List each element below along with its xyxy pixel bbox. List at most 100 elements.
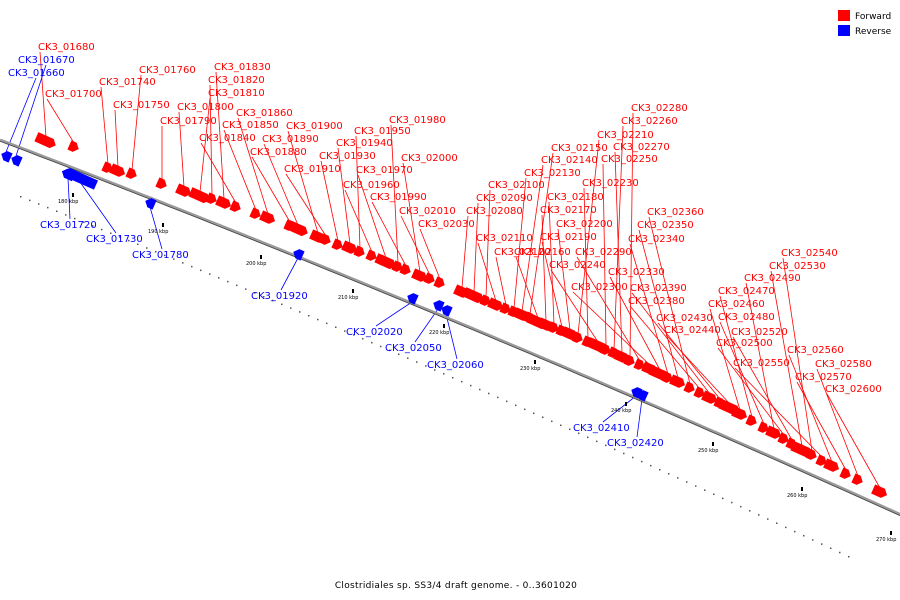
forward-gene-label: CK3_02150: [551, 143, 608, 154]
forward-gene-label: CK3_02260: [621, 116, 678, 127]
scale-tick-minor: [533, 412, 535, 415]
scale-tick-label: 210 kbp: [338, 295, 358, 301]
reverse-gene: [63, 168, 99, 190]
forward-gene-label: CK3_02390: [630, 283, 687, 294]
reverse-gene: [433, 300, 445, 312]
forward-gene: [683, 381, 695, 393]
forward-gene-label: CK3_02300: [571, 282, 628, 293]
forward-leader-line: [485, 189, 491, 298]
forward-gene-label: CK3_01850: [222, 120, 279, 131]
forward-gene: [365, 249, 377, 261]
reverse-leader-line: [79, 181, 117, 234]
forward-gene-label: CK3_01830: [214, 62, 271, 73]
forward-leader-line: [337, 147, 351, 245]
forward-gene-label: CK3_02520: [731, 327, 788, 338]
forward-gene: [353, 245, 365, 257]
scale-tick-major: [534, 360, 536, 364]
scale-tick-minor: [398, 353, 400, 356]
forward-gene-label: CK3_01790: [160, 116, 217, 127]
forward-leader-line: [209, 84, 213, 196]
scale-tick-minor: [200, 269, 202, 272]
forward-leader-line: [46, 98, 75, 144]
forward-gene: [391, 260, 403, 272]
scale-tick-minor: [155, 250, 157, 253]
forward-gene: [757, 421, 769, 433]
forward-gene-label: CK3_01950: [354, 126, 411, 137]
forward-leader-line: [477, 242, 497, 302]
scale-tick-minor: [299, 311, 301, 313]
forward-gene: [623, 354, 635, 366]
scale-tick-minor: [425, 365, 427, 367]
forward-gene: [487, 297, 504, 311]
scale-tick-minor: [119, 236, 121, 238]
scale-tick-minor: [92, 225, 94, 227]
scale-ticks: 180 kbp 190 kbp 200 kbp 210 kbp 220 kbp 230 k…: [20, 193, 896, 558]
forward-gene: [411, 268, 428, 282]
scale-tick-minor: [218, 277, 220, 279]
forward-gene-label: CK3_02010: [399, 206, 456, 217]
forward-leader-line: [577, 139, 600, 335]
scale-tick-minor: [164, 254, 166, 257]
scale-tick-major: [162, 223, 164, 227]
forward-gene: [765, 425, 782, 439]
forward-leader-line: [572, 291, 651, 366]
reverse-leader-line: [5, 77, 37, 153]
forward-gene-label: CK3_02490: [744, 273, 801, 284]
forward-gene-label: CK3_02540: [781, 248, 838, 259]
scale-tick-label: 220 kbp: [429, 330, 449, 336]
scale-tick-minor: [506, 400, 508, 403]
forward-gene: [205, 192, 217, 204]
forward-leader-line: [178, 111, 185, 188]
forward-leader-line: [550, 269, 599, 343]
forward-leader-line: [263, 143, 299, 226]
forward-gene-label: CK3_02170: [540, 205, 597, 216]
scale-tick-minor: [38, 203, 40, 205]
reverse-leader-line: [445, 313, 458, 360]
forward-gene-label: CK3_01930: [319, 151, 376, 162]
forward-gene-label: CK3_02460: [708, 299, 765, 310]
reverse-gene: [293, 249, 305, 261]
forward-gene: [423, 272, 435, 284]
forward-gene: [839, 467, 851, 479]
scale-tick-minor: [83, 221, 85, 223]
scale-tick-label: 180 kbp: [58, 199, 78, 205]
forward-gene-label: CK3_01970: [356, 165, 413, 176]
forward-gene: [661, 371, 673, 383]
scale-tick-minor: [128, 239, 130, 242]
scale-tick-minor: [137, 243, 139, 246]
forward-leader-line: [629, 243, 669, 375]
scale-tick-minor: [281, 303, 283, 306]
scale-tick-minor: [146, 247, 148, 249]
forward-leader-line: [557, 228, 571, 331]
forward-leader-line: [719, 295, 753, 418]
scale-tick-major: [712, 442, 714, 446]
forward-leader-line: [541, 241, 563, 328]
forward-gene: [319, 233, 331, 245]
forward-gene-label: CK3_01800: [177, 102, 234, 113]
scale-tick-minor: [542, 416, 544, 419]
forward-gene-label: CK3_02230: [582, 178, 639, 189]
scale-tick-minor: [767, 518, 769, 520]
forward-gene: [399, 263, 411, 275]
scale-tick-minor: [65, 214, 67, 216]
forward-leader-line: [770, 270, 803, 447]
scale-tick-minor: [560, 424, 562, 427]
forward-gene-label: CK3_02000: [401, 153, 458, 164]
scale-tick-label: 190 kbp: [148, 229, 168, 235]
scale-tick-minor: [479, 388, 481, 391]
legend-reverse-swatch: [838, 25, 850, 36]
scale-tick-minor: [443, 373, 445, 375]
forward-gene-label: CK3_02430: [656, 313, 713, 324]
reverse-gene-label: CK3_01670: [18, 55, 75, 66]
forward-gene-label: CK3_02330: [608, 267, 665, 278]
scale-tick-minor: [317, 318, 319, 321]
scale-tick-minor: [236, 284, 238, 287]
reverse-leader-line: [414, 308, 439, 343]
forward-gene: [286, 220, 308, 237]
gene-features: [1, 132, 888, 498]
forward-gene: [499, 302, 511, 314]
scale-tick-major: [625, 402, 627, 406]
forward-leader-line: [529, 152, 554, 315]
genome-caption: Clostridiales sp. SS3/4 draft genome. - …: [335, 581, 577, 591]
forward-gene-label: CK3_02140: [541, 155, 598, 166]
